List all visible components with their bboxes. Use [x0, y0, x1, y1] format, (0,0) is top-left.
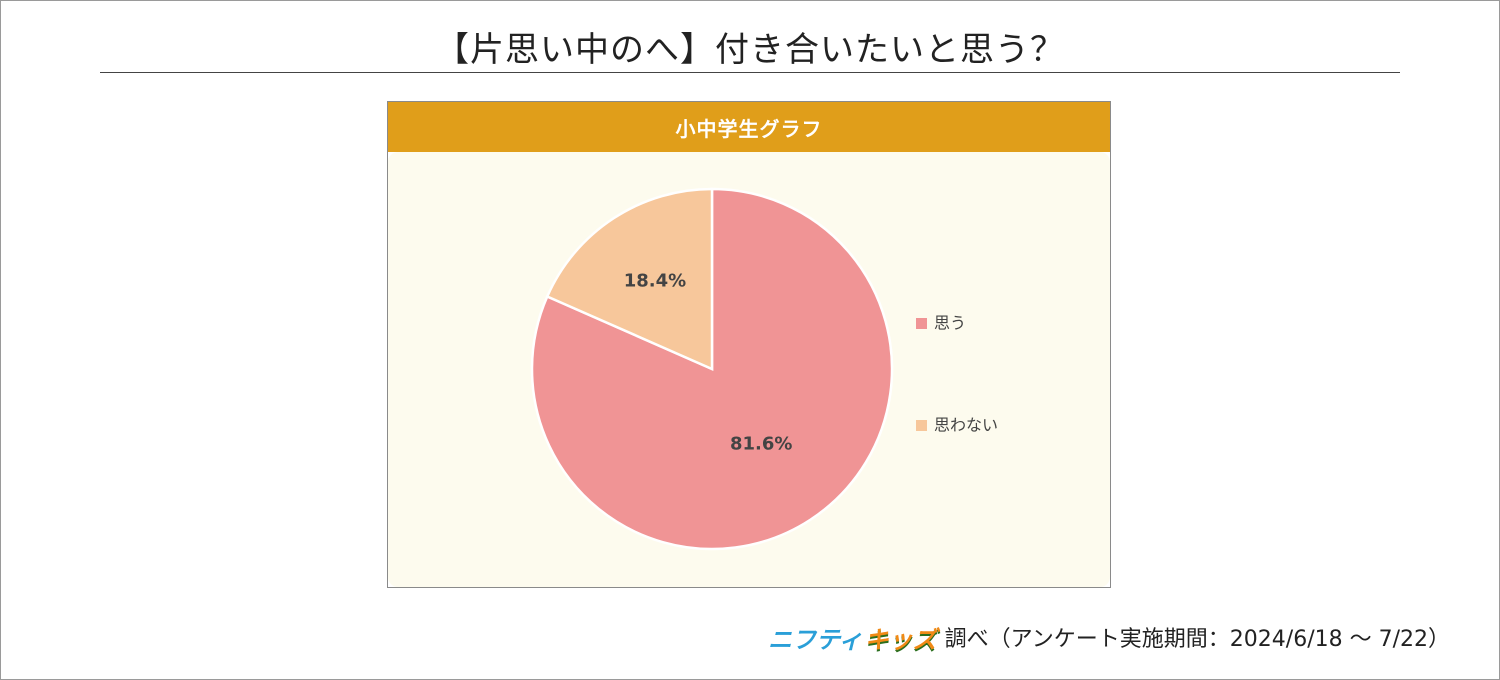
chart-panel: 小中学生グラフ 81.6% 18.4% 思う思わない: [387, 101, 1111, 588]
source-credit: ニフティ キッズ 調べ（アンケート実施期間：2024/6/18 ～ 7/22）: [768, 620, 1450, 655]
nifty-kids-logo: ニフティ キッズ: [768, 620, 937, 655]
pie-slice-2: [545, 187, 714, 371]
legend-label-2: 思わない: [934, 416, 998, 435]
logo-text-kids: キッズ: [864, 625, 937, 654]
legend-label-1: 思う: [934, 314, 966, 333]
logo-text-nifty: ニフティ: [768, 625, 863, 654]
chart-panel-header: 小中学生グラフ: [388, 102, 1110, 152]
page-title: 【片思い中のへ】付き合いたいと思う？: [435, 30, 1065, 70]
legend-swatch-1: [916, 318, 927, 329]
title-divider: [100, 72, 1400, 73]
chart-panel-body: 81.6% 18.4% 思う思わない: [388, 152, 1110, 587]
slice-data-label-1: 81.6%: [730, 433, 792, 454]
legend-swatch-2: [916, 420, 927, 431]
source-text: 調べ（アンケート実施期間：2024/6/18 ～ 7/22）: [944, 627, 1450, 652]
slice-data-label-2: 18.4%: [624, 271, 686, 292]
